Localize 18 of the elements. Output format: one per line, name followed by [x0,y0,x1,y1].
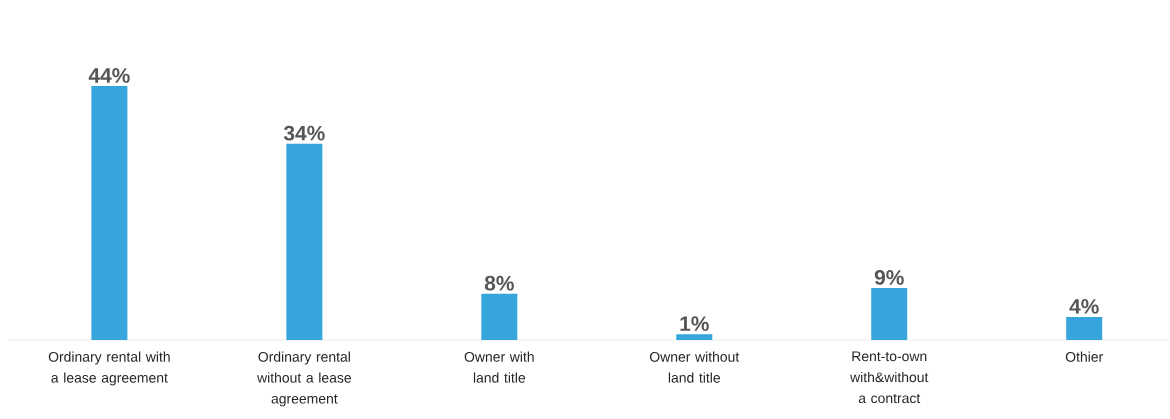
bar [91,86,128,340]
data-label: 9% [874,270,904,285]
bar [286,143,323,340]
bar [871,288,908,340]
bar [676,334,713,340]
x-tick-label: Owner without land title [649,351,740,383]
x-tick-label: Ordinary rental with a lease agreement [48,351,170,386]
x-tick-label: Ordinary rental without a lease agreement [257,351,351,407]
x-tick-label: Othier [1065,351,1103,362]
data-label: 4% [1069,298,1099,314]
bar [1066,316,1103,340]
x-tick-label: Owner with land title [464,351,534,383]
data-label: 34% [283,125,325,141]
data-label: 1% [680,316,709,332]
bar [481,293,518,340]
x-tick-label: Rent-to-own with&without a contract [850,351,929,404]
data-label: 8% [484,275,514,291]
data-label: 44% [88,68,130,83]
